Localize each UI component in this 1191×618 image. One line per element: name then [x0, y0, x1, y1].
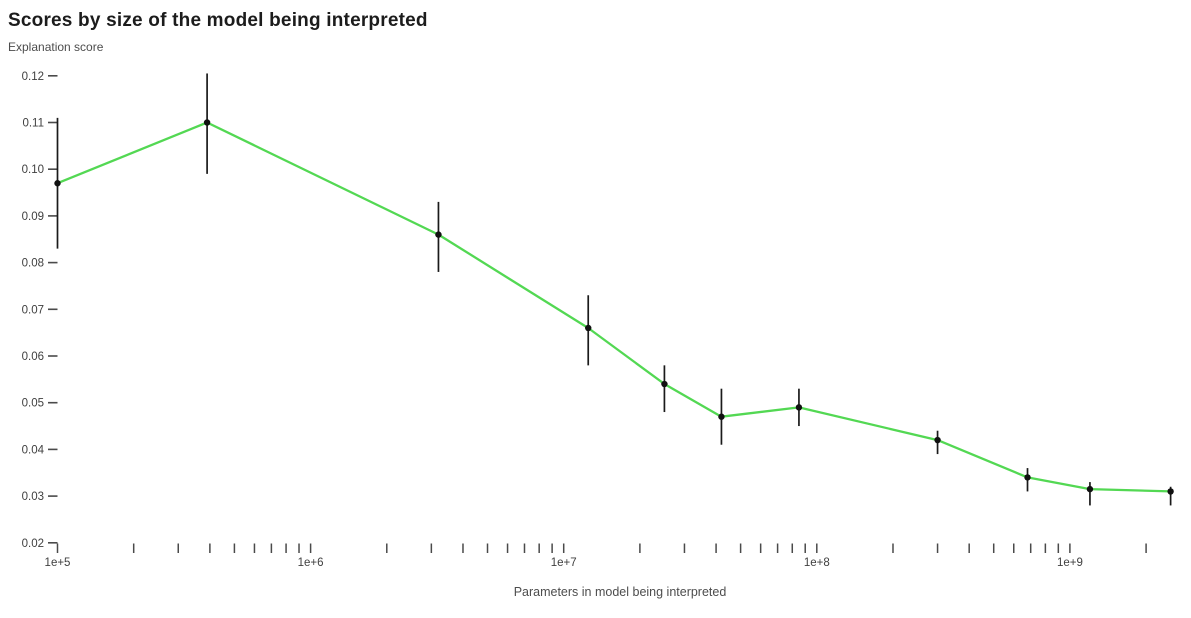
y-tick-label: 0.12	[22, 71, 44, 83]
x-axis-title: Parameters in model being interpreted	[513, 585, 727, 599]
x-tick-label: 1e+7	[551, 557, 577, 569]
data-point	[435, 231, 442, 238]
data-point	[585, 324, 592, 332]
y-tick-label: 0.11	[22, 118, 44, 130]
y-tick-label: 0.03	[22, 491, 44, 503]
y-axis-title: Explanation score	[8, 40, 104, 54]
x-tick-label: 1e+6	[298, 557, 324, 569]
y-tick-label: 0.09	[22, 211, 44, 223]
data-point	[661, 380, 668, 388]
x-tick-label: 1e+5	[45, 557, 71, 569]
data-point	[54, 180, 61, 187]
y-tick-label: 0.02	[22, 538, 44, 550]
y-tick-label: 0.07	[22, 304, 44, 316]
y-tick-label: 0.05	[22, 398, 44, 410]
chart-title: Scores by size of the model being interp…	[8, 10, 428, 31]
data-point	[1086, 485, 1094, 493]
x-tick-label: 1e+8	[804, 557, 830, 569]
data-point	[203, 119, 211, 126]
data-point	[1167, 488, 1174, 495]
data-point	[934, 436, 941, 444]
y-tick-label: 0.04	[22, 444, 45, 456]
y-tick-label: 0.08	[22, 258, 44, 270]
data-point	[795, 404, 803, 411]
data-point	[718, 413, 725, 420]
y-tick-label: 0.06	[22, 351, 44, 363]
series-line	[56, 121, 1172, 493]
y-tick-label: 0.10	[22, 164, 44, 176]
x-tick-label: 1e+9	[1057, 557, 1083, 569]
data-point	[1024, 474, 1031, 481]
